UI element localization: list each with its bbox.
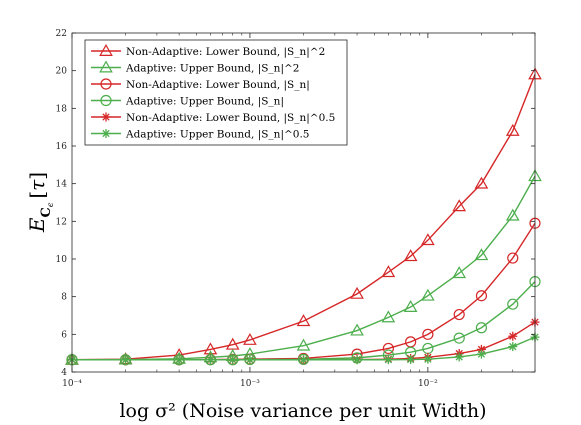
legend-marker [100, 78, 112, 90]
data-point [421, 288, 435, 301]
legend-item: Adaptive: Upper Bound, |S_n|^0.5 [91, 129, 309, 142]
data-point [476, 349, 486, 359]
data-point [174, 355, 184, 365]
data-point [406, 355, 416, 365]
legend: Non-Adaptive: Lower Bound, |S_n|^2 Adapti… [84, 39, 348, 146]
data-point [453, 308, 465, 321]
legend-label: Non-Adaptive: Lower Bound, |S_n|^2 [126, 46, 325, 59]
data-point [243, 332, 257, 345]
data-point [299, 355, 308, 365]
y-tick-label: 14 [56, 180, 68, 190]
y-tick-label: 8 [61, 293, 67, 303]
data-point [203, 342, 218, 355]
y-tick-label: 4 [61, 368, 67, 378]
y-tick-label: 6 [61, 330, 67, 340]
data-point [423, 354, 433, 364]
legend-marker [99, 60, 113, 73]
data-point [403, 249, 418, 262]
data-point [296, 314, 311, 327]
y-axis-label: ECϵ[τ] [25, 172, 55, 233]
data-point [382, 342, 394, 355]
legend-label: Non-Adaptive: Lower Bound, |S_n| [126, 79, 310, 92]
data-point [381, 265, 396, 278]
data-point [350, 323, 364, 336]
data-point [474, 248, 489, 261]
legend-marker [101, 112, 111, 122]
data-point [508, 342, 518, 352]
y-tick-label: 18 [56, 104, 68, 114]
data-point [454, 352, 464, 362]
data-point [507, 252, 519, 264]
data-point [245, 355, 255, 365]
legend-item: Non-Adaptive: Lower Bound, |S_n|^0.5 [91, 112, 335, 125]
legend-label: Adaptive: Upper Bound, |S_n|^0.5 [125, 129, 309, 142]
data-point [352, 355, 362, 365]
legend-item: Adaptive: Upper Bound, |S_n| [91, 94, 284, 109]
legend-box [84, 39, 348, 146]
legend-label: Adaptive: Upper Bound, |S_n| [125, 96, 284, 109]
series-line [71, 175, 536, 361]
y-tick-label: 22 [56, 29, 67, 39]
data-point [505, 208, 520, 221]
data-point [474, 176, 489, 189]
legend-item: Adaptive: Upper Bound, |S_n|^2 [91, 60, 299, 76]
data-point [205, 355, 215, 365]
data-point [452, 199, 467, 212]
series-line [71, 74, 536, 361]
legend-marker [99, 43, 113, 56]
y-tick-label: 16 [56, 142, 68, 152]
data-point [505, 123, 520, 136]
data-point [121, 355, 131, 365]
legend-item: Non-Adaptive: Lower Bound, |S_n| [91, 78, 310, 92]
legend-marker [101, 129, 111, 138]
legend-label: Adaptive: Upper Bound, |S_n|^2 [125, 63, 299, 76]
x-axis-label: log σ² (Noise variance per unit Width) [119, 400, 486, 422]
data-point [507, 298, 519, 310]
legend-label: Non-Adaptive: Lower Bound, |S_n|^0.5 [126, 112, 335, 125]
svg-text:ECϵ[τ]: ECϵ[τ] [25, 172, 55, 233]
data-point [381, 310, 396, 323]
legend-marker [100, 94, 112, 107]
y-tick-label: 10 [56, 255, 68, 265]
legend-item: Non-Adaptive: Lower Bound, |S_n|^2 [91, 43, 325, 59]
data-point [350, 286, 364, 299]
data-point [422, 328, 434, 340]
x-tick-label: 10⁻² [418, 379, 438, 389]
data-point [475, 290, 488, 302]
data-point [228, 355, 238, 365]
data-point [508, 331, 518, 341]
data-point [453, 332, 465, 344]
data-point [452, 266, 467, 279]
data-point [383, 355, 393, 365]
x-tick-label: 10⁻⁴ [62, 379, 82, 389]
y-tick-label: 20 [56, 67, 68, 77]
x-tick-label: 10⁻³ [240, 379, 260, 389]
data-point [296, 338, 311, 351]
data-point [421, 233, 435, 246]
data-point [475, 322, 488, 334]
data-point [403, 300, 418, 312]
y-tick-label: 12 [56, 217, 67, 227]
